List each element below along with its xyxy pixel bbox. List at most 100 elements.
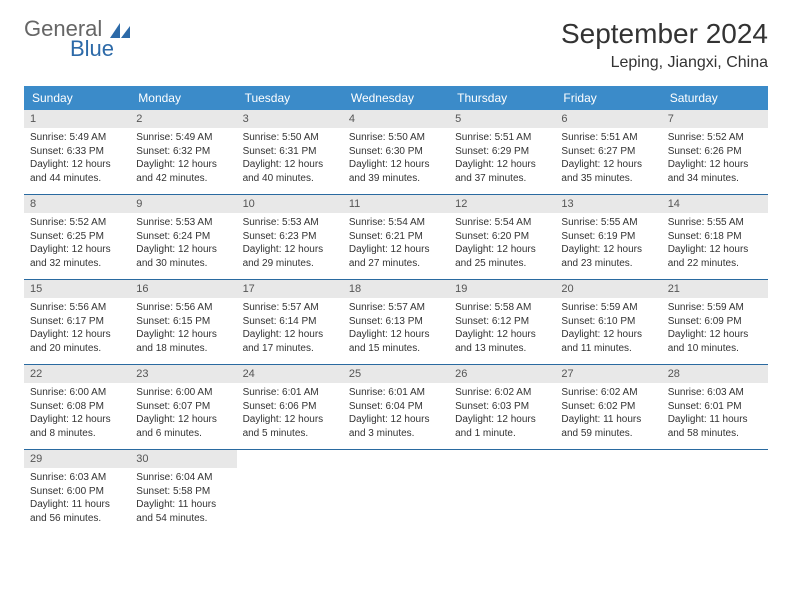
day-body: Sunrise: 5:58 AMSunset: 6:12 PMDaylight:… xyxy=(449,298,555,364)
day-header-row: SundayMondayTuesdayWednesdayThursdayFrid… xyxy=(24,86,768,110)
sunset-text: Sunset: 6:08 PM xyxy=(30,400,124,414)
sunset-text: Sunset: 6:12 PM xyxy=(455,315,549,329)
day-cell xyxy=(662,450,768,535)
sunrise-text: Sunrise: 6:04 AM xyxy=(136,471,230,485)
sunset-text: Sunset: 6:13 PM xyxy=(349,315,443,329)
day-body: Sunrise: 5:53 AMSunset: 6:23 PMDaylight:… xyxy=(237,213,343,279)
day-number: 14 xyxy=(662,195,768,213)
day-body: Sunrise: 5:55 AMSunset: 6:18 PMDaylight:… xyxy=(662,213,768,279)
sunset-text: Sunset: 6:27 PM xyxy=(561,145,655,159)
sunset-text: Sunset: 6:15 PM xyxy=(136,315,230,329)
sunrise-text: Sunrise: 6:02 AM xyxy=(561,386,655,400)
day-body: Sunrise: 5:52 AMSunset: 6:26 PMDaylight:… xyxy=(662,128,768,194)
day-number: 1 xyxy=(24,110,130,128)
day-number: 18 xyxy=(343,280,449,298)
day-cell: 5Sunrise: 5:51 AMSunset: 6:29 PMDaylight… xyxy=(449,110,555,195)
daylight-text: Daylight: 12 hours and 15 minutes. xyxy=(349,328,443,355)
daylight-text: Daylight: 12 hours and 25 minutes. xyxy=(455,243,549,270)
sunrise-text: Sunrise: 6:03 AM xyxy=(668,386,762,400)
day-body: Sunrise: 6:04 AMSunset: 5:58 PMDaylight:… xyxy=(130,468,236,534)
day-cell: 22Sunrise: 6:00 AMSunset: 6:08 PMDayligh… xyxy=(24,365,130,450)
title-block: September 2024 Leping, Jiangxi, China xyxy=(561,18,768,72)
daylight-text: Daylight: 12 hours and 44 minutes. xyxy=(30,158,124,185)
sunset-text: Sunset: 6:33 PM xyxy=(30,145,124,159)
daylight-text: Daylight: 11 hours and 56 minutes. xyxy=(30,498,124,525)
daylight-text: Daylight: 12 hours and 23 minutes. xyxy=(561,243,655,270)
sunrise-text: Sunrise: 5:53 AM xyxy=(136,216,230,230)
day-cell: 23 Sunrise: 6:00 AMSunset: 6:07 PMDayligh… xyxy=(130,365,236,450)
sunset-text: Sunset: 6:19 PM xyxy=(561,230,655,244)
sunrise-text: Sunrise: 5:59 AM xyxy=(561,301,655,315)
day-cell: 26Sunrise: 6:02 AMSunset: 6:03 PMDayligh… xyxy=(449,365,555,450)
day-number: 6 xyxy=(555,110,661,128)
day-number: 28 xyxy=(662,365,768,383)
sunset-text: Sunset: 6:03 PM xyxy=(455,400,549,414)
daylight-text: Daylight: 11 hours and 54 minutes. xyxy=(136,498,230,525)
day-cell: 11Sunrise: 5:54 AMSunset: 6:21 PMDayligh… xyxy=(343,195,449,280)
daylight-text: Daylight: 12 hours and 11 minutes. xyxy=(561,328,655,355)
daylight-text: Daylight: 12 hours and 6 minutes. xyxy=(136,413,230,440)
day-body: Sunrise: 5:59 AMSunset: 6:09 PMDaylight:… xyxy=(662,298,768,364)
daylight-text: Daylight: 12 hours and 1 minute. xyxy=(455,413,549,440)
daylight-text: Daylight: 12 hours and 22 minutes. xyxy=(668,243,762,270)
daylight-text: Daylight: 12 hours and 37 minutes. xyxy=(455,158,549,185)
day-body: Sunrise: 5:49 AMSunset: 6:32 PMDaylight:… xyxy=(130,128,236,194)
sunrise-text: Sunrise: 6:01 AM xyxy=(349,386,443,400)
location: Leping, Jiangxi, China xyxy=(561,54,768,72)
sunset-text: Sunset: 6:25 PM xyxy=(30,230,124,244)
day-number: 20 xyxy=(555,280,661,298)
day-body: Sunrise: 5:56 AMSunset: 6:17 PMDaylight:… xyxy=(24,298,130,364)
sunrise-text: Sunrise: 6:01 AM xyxy=(243,386,337,400)
day-number: 17 xyxy=(237,280,343,298)
day-cell: 12Sunrise: 5:54 AMSunset: 6:20 PMDayligh… xyxy=(449,195,555,280)
week-row: 29Sunrise: 6:03 AMSunset: 6:00 PMDayligh… xyxy=(24,450,768,535)
day-cell: 18Sunrise: 5:57 AMSunset: 6:13 PMDayligh… xyxy=(343,280,449,365)
sunset-text: Sunset: 6:21 PM xyxy=(349,230,443,244)
day-header: Monday xyxy=(130,86,236,110)
sunset-text: Sunset: 6:07 PM xyxy=(136,400,230,414)
week-row: 22Sunrise: 6:00 AMSunset: 6:08 PMDayligh… xyxy=(24,365,768,450)
day-body: Sunrise: 6:01 AMSunset: 6:04 PMDaylight:… xyxy=(343,383,449,449)
header: General Blue September 2024 Leping, Jian… xyxy=(24,18,768,72)
day-body: Sunrise: 5:57 AMSunset: 6:14 PMDaylight:… xyxy=(237,298,343,364)
daylight-text: Daylight: 12 hours and 40 minutes. xyxy=(243,158,337,185)
day-header: Friday xyxy=(555,86,661,110)
day-cell xyxy=(449,450,555,535)
day-number: 13 xyxy=(555,195,661,213)
day-number: 5 xyxy=(449,110,555,128)
calendar-table: SundayMondayTuesdayWednesdayThursdayFrid… xyxy=(24,86,768,534)
daylight-text: Daylight: 12 hours and 42 minutes. xyxy=(136,158,230,185)
sunset-text: Sunset: 6:14 PM xyxy=(243,315,337,329)
day-number: 15 xyxy=(24,280,130,298)
daylight-text: Daylight: 12 hours and 5 minutes. xyxy=(243,413,337,440)
month-title: September 2024 xyxy=(561,18,768,50)
week-row: 15Sunrise: 5:56 AMSunset: 6:17 PMDayligh… xyxy=(24,280,768,365)
day-cell: 7Sunrise: 5:52 AMSunset: 6:26 PMDaylight… xyxy=(662,110,768,195)
day-cell: 8Sunrise: 5:52 AMSunset: 6:25 PMDaylight… xyxy=(24,195,130,280)
day-number: 23 xyxy=(130,365,236,383)
sunrise-text: Sunrise: 6:03 AM xyxy=(30,471,124,485)
day-body: Sunrise: 6:02 AMSunset: 6:02 PMDaylight:… xyxy=(555,383,661,449)
sunrise-text: Sunrise: 5:52 AM xyxy=(30,216,124,230)
day-cell: 20Sunrise: 5:59 AMSunset: 6:10 PMDayligh… xyxy=(555,280,661,365)
sunrise-text: Sunrise: 5:55 AM xyxy=(561,216,655,230)
sunrise-text: Sunrise: 5:51 AM xyxy=(455,131,549,145)
day-body: Sunrise: 6:03 AMSunset: 6:00 PMDaylight:… xyxy=(24,468,130,534)
day-number: 11 xyxy=(343,195,449,213)
sunrise-text: Sunrise: 6:00 AM xyxy=(136,386,230,400)
daylight-text: Daylight: 12 hours and 13 minutes. xyxy=(455,328,549,355)
sunrise-text: Sunrise: 5:57 AM xyxy=(243,301,337,315)
day-number: 8 xyxy=(24,195,130,213)
day-number: 2 xyxy=(130,110,236,128)
day-cell: 3Sunrise: 5:50 AMSunset: 6:31 PMDaylight… xyxy=(237,110,343,195)
day-number: 29 xyxy=(24,450,130,468)
day-number: 24 xyxy=(237,365,343,383)
day-cell xyxy=(555,450,661,535)
week-row: 8 Sunrise: 5:52 AMSunset: 6:25 PM Daylight… xyxy=(24,195,768,280)
day-number: 30 xyxy=(130,450,236,468)
sunrise-text: Sunrise: 5:50 AM xyxy=(243,131,337,145)
day-number: 19 xyxy=(449,280,555,298)
day-body: Sunrise: 5:59 AMSunset: 6:10 PMDaylight:… xyxy=(555,298,661,364)
sunrise-text: Sunrise: 5:51 AM xyxy=(561,131,655,145)
day-cell xyxy=(343,450,449,535)
